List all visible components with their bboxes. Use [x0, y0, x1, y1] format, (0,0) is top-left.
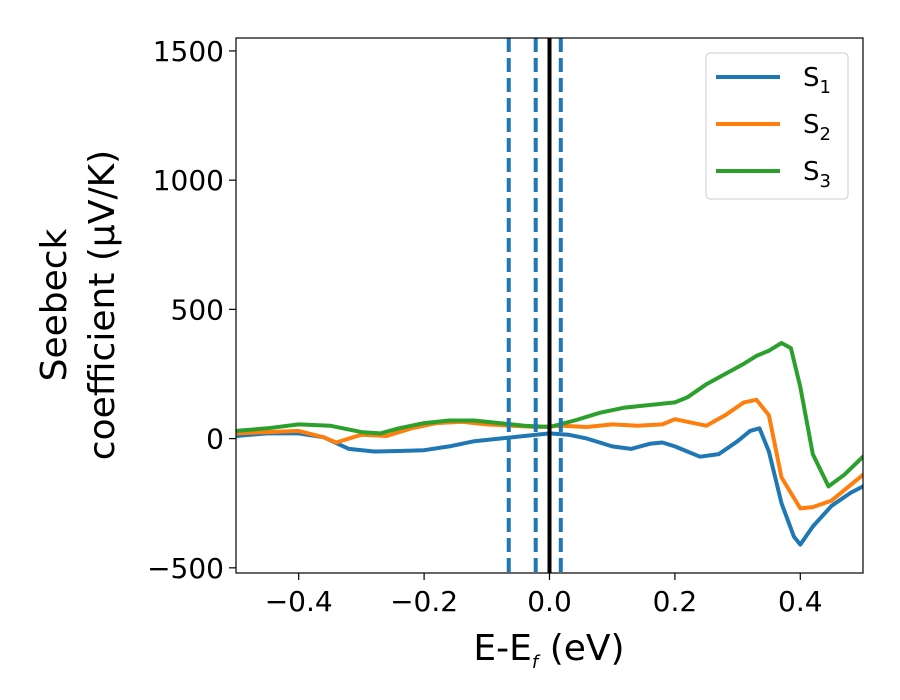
- x-tick-label: 0.2: [653, 585, 698, 618]
- plot-area: [236, 38, 863, 573]
- x-tick-label: −0.4: [265, 585, 333, 618]
- series-line-2: [236, 397, 863, 511]
- x-axis-label: E-Ef (eV): [473, 628, 624, 673]
- series-line-3: [236, 341, 863, 489]
- legend: S1 S2 S3: [705, 52, 849, 200]
- y-tick-label: 0: [206, 423, 224, 456]
- legend-label-2: S2: [803, 110, 831, 145]
- y-axis-label-line2: coefficient (μV/K): [82, 150, 123, 460]
- y-tick-label: −500: [147, 552, 224, 585]
- x-tick-label: −0.2: [390, 585, 458, 618]
- y-tick-label: 1500: [153, 35, 224, 68]
- legend-label-1: S1: [803, 63, 831, 98]
- axis-ticks: −0.4 −0.2 0.0 0.2 0.4 −500 0 500 1000 1500: [147, 35, 822, 618]
- y-tick-label: 500: [171, 293, 224, 326]
- x-tick-label: 0.0: [527, 585, 572, 618]
- series-line-1: [236, 426, 863, 547]
- y-axis-label-line1: Seebeck: [34, 228, 75, 381]
- legend-label-3: S3: [803, 157, 831, 192]
- x-tick-label: 0.4: [778, 585, 823, 618]
- y-tick-label: 1000: [153, 164, 224, 197]
- y-axis-label: Seebeck coefficient (μV/K): [34, 150, 123, 460]
